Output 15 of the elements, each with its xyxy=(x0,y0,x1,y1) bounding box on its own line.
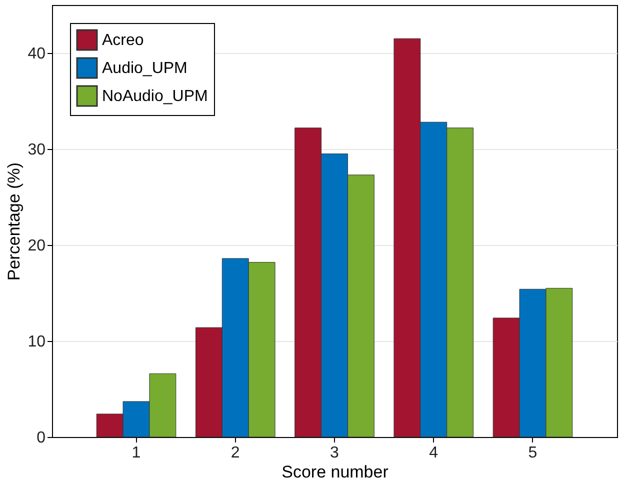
y-tick-label: 40 xyxy=(28,46,46,62)
x-tick-label: 1 xyxy=(132,444,141,462)
y-tick-label: 0 xyxy=(36,430,46,446)
y-axis-title: Percentage (%) xyxy=(4,162,24,281)
x-tick-label: 3 xyxy=(330,444,340,462)
legend-label: Audio_UPM xyxy=(102,60,188,77)
x-tick-label: 4 xyxy=(429,444,438,462)
x-axis-title: Score number xyxy=(282,462,389,482)
x-tick-label: 5 xyxy=(528,444,538,462)
legend-label: Acreo xyxy=(102,32,144,49)
y-tick-label: 20 xyxy=(28,238,46,254)
y-tick-label: 10 xyxy=(28,334,46,350)
x-tick-label: 2 xyxy=(230,444,240,462)
y-tick-label: 30 xyxy=(28,142,46,158)
legend-label: NoAudio_UPM xyxy=(102,88,208,105)
